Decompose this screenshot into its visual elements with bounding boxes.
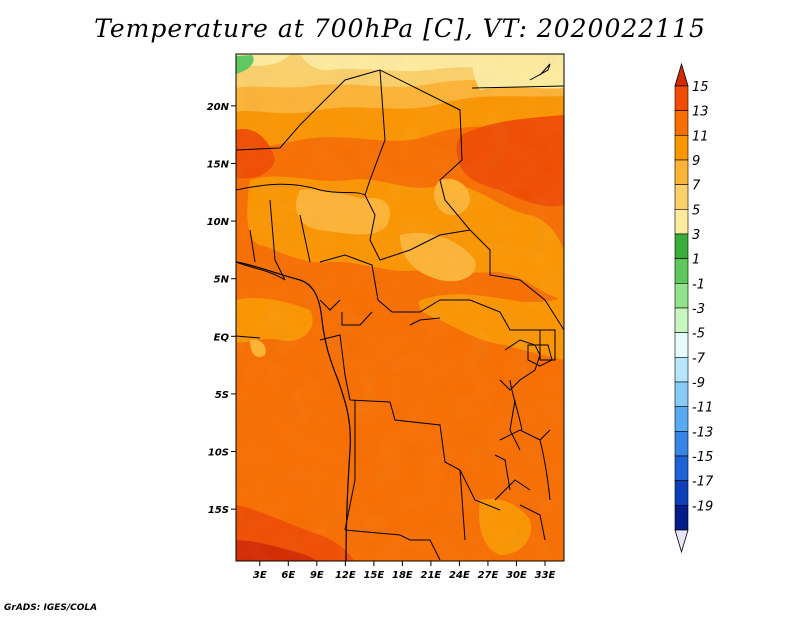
- colorbar-swatch: [674, 283, 689, 309]
- colorbar-label: 11: [692, 129, 709, 144]
- colorbar-label: 7: [692, 179, 701, 194]
- colorbar-label: -5: [692, 327, 705, 342]
- y-tick-label: 20N: [207, 102, 230, 113]
- colorbar-over-triangle: [674, 62, 689, 87]
- colorbar-label: 15: [692, 80, 709, 95]
- colorbar-swatch: [674, 480, 689, 506]
- country-borders: [236, 63, 564, 561]
- colorbar-label: 5: [692, 203, 700, 218]
- colorbar-swatch: [674, 406, 689, 432]
- colorbar-label: -17: [692, 475, 714, 490]
- colorbar-swatch: [674, 159, 689, 185]
- footer-credit: GrADS: IGES/COLA: [4, 603, 98, 613]
- colorbar-swatch: [674, 381, 689, 407]
- lake-tanganyika: [509, 379, 523, 431]
- y-axis: 20N 15N 10N 5N EQ 5S 10S 15S: [207, 102, 236, 516]
- colorbar-swatch: [674, 357, 689, 383]
- colorbar-label: 3: [692, 228, 700, 243]
- y-tick-label: 15N: [207, 159, 230, 170]
- y-tick-label: 5S: [215, 390, 229, 401]
- chart-title: Temperature at 700hPa [C], VT: 202002211…: [94, 14, 706, 43]
- y-tick-label: 15S: [208, 505, 229, 516]
- colorbar-swatch: [674, 135, 689, 161]
- colorbar-swatch: [674, 431, 689, 457]
- colorbar-label: -13: [692, 425, 713, 440]
- lake-malawi: [539, 439, 551, 501]
- colorbar-swatch: [674, 332, 689, 358]
- colorbar-swatch: [674, 258, 689, 284]
- colorbar-swatch: [674, 455, 689, 481]
- colorbar-swatch: [674, 209, 689, 235]
- colorbar-label: -7: [692, 351, 706, 366]
- colorbar-swatch: [674, 184, 689, 210]
- colorbar-label: -19: [692, 499, 713, 514]
- colorbar-swatch: [674, 110, 689, 136]
- colorbar-under-triangle: [674, 529, 689, 554]
- plot-frame: [235, 53, 565, 562]
- colorbar-swatch: [674, 505, 689, 531]
- y-tick-label: 10S: [208, 448, 229, 459]
- lake-victoria: [527, 344, 553, 367]
- colorbar-label: 1: [692, 253, 700, 268]
- x-axis: 3E 6E 9E 12E 15E 18E 21E 24E 27E 30E 33E: [253, 561, 556, 581]
- y-tick-label: 10N: [207, 217, 230, 228]
- x-tick-label: 3E: [253, 570, 267, 581]
- colorbar: 15 13 11 9 7 5 3 1 -1 -3 -5 -7 -9 -11 -13 -15 -17 -19: [674, 62, 714, 554]
- x-tick-label: 33E: [535, 570, 556, 581]
- colorbar-swatch: [674, 233, 689, 259]
- colorbar-label: -3: [692, 302, 705, 317]
- colorbar-swatch: [674, 85, 689, 111]
- x-tick-label: 18E: [392, 570, 413, 581]
- x-tick-label: 27E: [478, 570, 499, 581]
- coastline: [236, 261, 351, 561]
- colorbar-label: -9: [692, 376, 705, 391]
- colorbar-label: -15: [692, 450, 713, 465]
- y-tick-label: 5N: [214, 275, 230, 286]
- colorbar-label: -1: [692, 277, 705, 292]
- colorbar-label: -11: [692, 401, 713, 416]
- x-tick-label: 21E: [421, 570, 442, 581]
- x-tick-label: 6E: [281, 570, 295, 581]
- temperature-map: [236, 54, 564, 561]
- x-tick-label: 24E: [449, 570, 470, 581]
- y-tick-label: EQ: [214, 332, 230, 343]
- colorbar-swatch: [674, 307, 689, 333]
- colorbar-label: 13: [692, 105, 709, 120]
- colorbar-label: 9: [692, 154, 700, 169]
- x-tick-label: 9E: [310, 570, 324, 581]
- x-tick-label: 15E: [363, 570, 384, 581]
- x-tick-label: 30E: [506, 570, 527, 581]
- x-tick-label: 12E: [335, 570, 356, 581]
